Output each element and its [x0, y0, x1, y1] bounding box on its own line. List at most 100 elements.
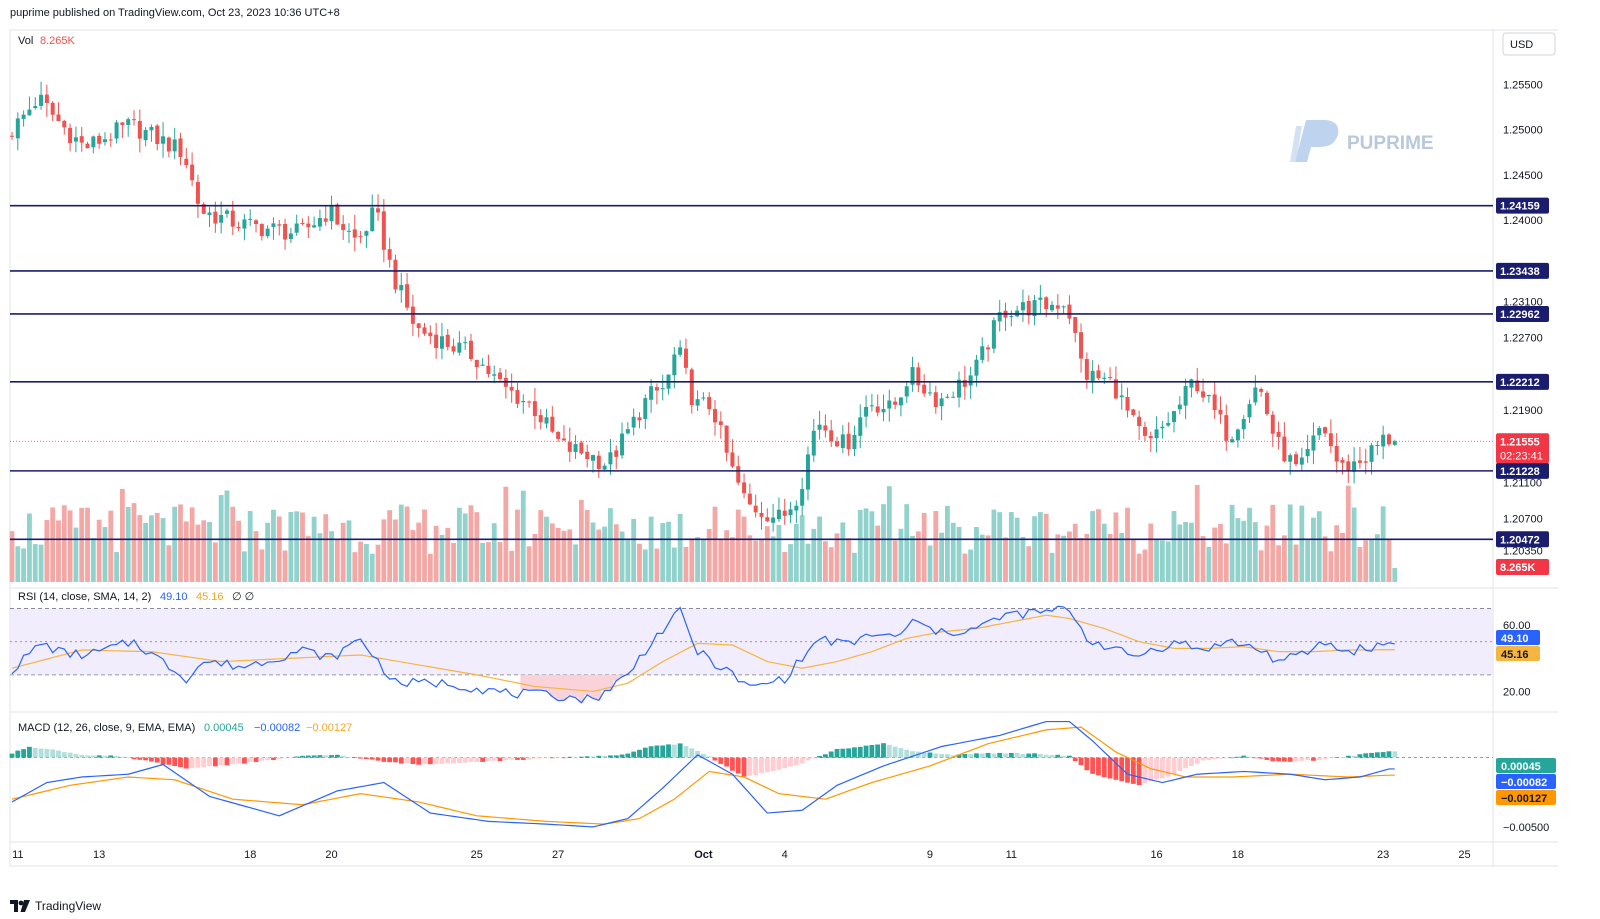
candle-body[interactable]: [1049, 304, 1054, 311]
candle-body[interactable]: [1189, 379, 1194, 388]
candle-body[interactable]: [1172, 411, 1176, 423]
candle-body[interactable]: [108, 139, 113, 141]
candle-body[interactable]: [1113, 379, 1118, 399]
candle-body[interactable]: [776, 509, 781, 520]
candle-body[interactable]: [358, 236, 363, 238]
candle-body[interactable]: [1038, 297, 1043, 300]
candle-body[interactable]: [317, 217, 322, 227]
candle-body[interactable]: [887, 400, 892, 409]
candle-body[interactable]: [695, 399, 700, 406]
candle-body[interactable]: [683, 348, 688, 368]
currency-selector[interactable]: USD: [1502, 32, 1556, 56]
candle-body[interactable]: [259, 224, 264, 237]
candle-body[interactable]: [649, 386, 654, 400]
candle-body[interactable]: [242, 219, 247, 229]
candle-body[interactable]: [79, 136, 84, 143]
candle-body[interactable]: [561, 438, 566, 441]
candle-body[interactable]: [1270, 414, 1275, 434]
candle-body[interactable]: [986, 347, 991, 350]
candle-body[interactable]: [1206, 394, 1211, 397]
candle-body[interactable]: [579, 442, 584, 454]
candle-body[interactable]: [341, 224, 346, 230]
candle-body[interactable]: [126, 119, 131, 125]
candle-body[interactable]: [120, 122, 125, 126]
candle-body[interactable]: [509, 386, 514, 391]
candle-body[interactable]: [968, 375, 973, 386]
candle-body[interactable]: [957, 379, 962, 398]
candle-body[interactable]: [1357, 460, 1362, 463]
candle-body[interactable]: [1131, 409, 1136, 415]
candle-body[interactable]: [689, 369, 694, 406]
candle-body[interactable]: [143, 130, 148, 141]
candle-body[interactable]: [422, 327, 427, 334]
candle-body[interactable]: [91, 136, 96, 148]
candle-body[interactable]: [1311, 435, 1316, 451]
candle-body[interactable]: [515, 390, 520, 404]
candle-body[interactable]: [835, 441, 840, 447]
candle-body[interactable]: [1026, 300, 1031, 316]
candle-body[interactable]: [1160, 426, 1165, 429]
candle-body[interactable]: [10, 135, 14, 137]
candle-body[interactable]: [283, 223, 288, 240]
candle-body[interactable]: [898, 397, 903, 406]
candle-body[interactable]: [730, 452, 735, 467]
candle-body[interactable]: [724, 425, 729, 453]
candle-body[interactable]: [1090, 370, 1095, 381]
candle-body[interactable]: [701, 397, 706, 399]
candle-body[interactable]: [672, 354, 677, 376]
candle-body[interactable]: [782, 510, 787, 516]
candle-body[interactable]: [56, 114, 61, 122]
candle-body[interactable]: [875, 406, 880, 413]
candle-body[interactable]: [794, 505, 799, 511]
candle-body[interactable]: [637, 417, 642, 421]
candle-body[interactable]: [492, 374, 497, 376]
candle-body[interactable]: [439, 336, 444, 349]
candle-body[interactable]: [962, 380, 967, 387]
candle-body[interactable]: [207, 212, 212, 215]
candle-body[interactable]: [312, 225, 317, 228]
candle-body[interactable]: [486, 365, 491, 375]
candle-body[interactable]: [480, 364, 485, 366]
candle-body[interactable]: [788, 509, 793, 516]
candle-body[interactable]: [1264, 392, 1269, 415]
candle-body[interactable]: [614, 450, 619, 457]
candle-body[interactable]: [910, 367, 915, 385]
candle-body[interactable]: [1247, 404, 1252, 418]
candle-body[interactable]: [713, 409, 718, 423]
candle-body[interactable]: [277, 224, 282, 226]
candle-body[interactable]: [556, 431, 561, 439]
candle-body[interactable]: [1125, 397, 1130, 411]
candle-body[interactable]: [39, 94, 44, 106]
candle-body[interactable]: [904, 386, 909, 397]
candle-body[interactable]: [939, 398, 944, 407]
candle-body[interactable]: [654, 387, 659, 391]
currency-selector-frame[interactable]: [1502, 32, 1556, 56]
candle-body[interactable]: [1381, 434, 1386, 447]
candle-body[interactable]: [1108, 377, 1113, 379]
candle-body[interactable]: [1142, 426, 1147, 436]
candle-body[interactable]: [759, 512, 764, 517]
candle-body[interactable]: [1067, 304, 1072, 319]
candle-body[interactable]: [864, 406, 869, 417]
candle-body[interactable]: [149, 126, 154, 131]
candle-body[interactable]: [643, 398, 648, 419]
candle-body[interactable]: [73, 137, 78, 142]
candle-body[interactable]: [1055, 305, 1060, 309]
candle-body[interactable]: [445, 334, 450, 347]
candle-body[interactable]: [736, 466, 741, 483]
candle-body[interactable]: [678, 347, 683, 355]
candle-body[interactable]: [265, 228, 270, 237]
candle-body[interactable]: [521, 400, 526, 403]
candle-body[interactable]: [178, 138, 183, 158]
candle-body[interactable]: [625, 429, 630, 434]
candle-body[interactable]: [1386, 434, 1391, 445]
candle-body[interactable]: [707, 396, 712, 410]
candle-body[interactable]: [405, 284, 410, 308]
candle-body[interactable]: [498, 372, 503, 379]
candle-body[interactable]: [1212, 394, 1217, 411]
candle-body[interactable]: [602, 465, 607, 470]
candle-body[interactable]: [370, 207, 375, 232]
candle-body[interactable]: [1177, 404, 1182, 410]
candle-body[interactable]: [68, 127, 73, 144]
